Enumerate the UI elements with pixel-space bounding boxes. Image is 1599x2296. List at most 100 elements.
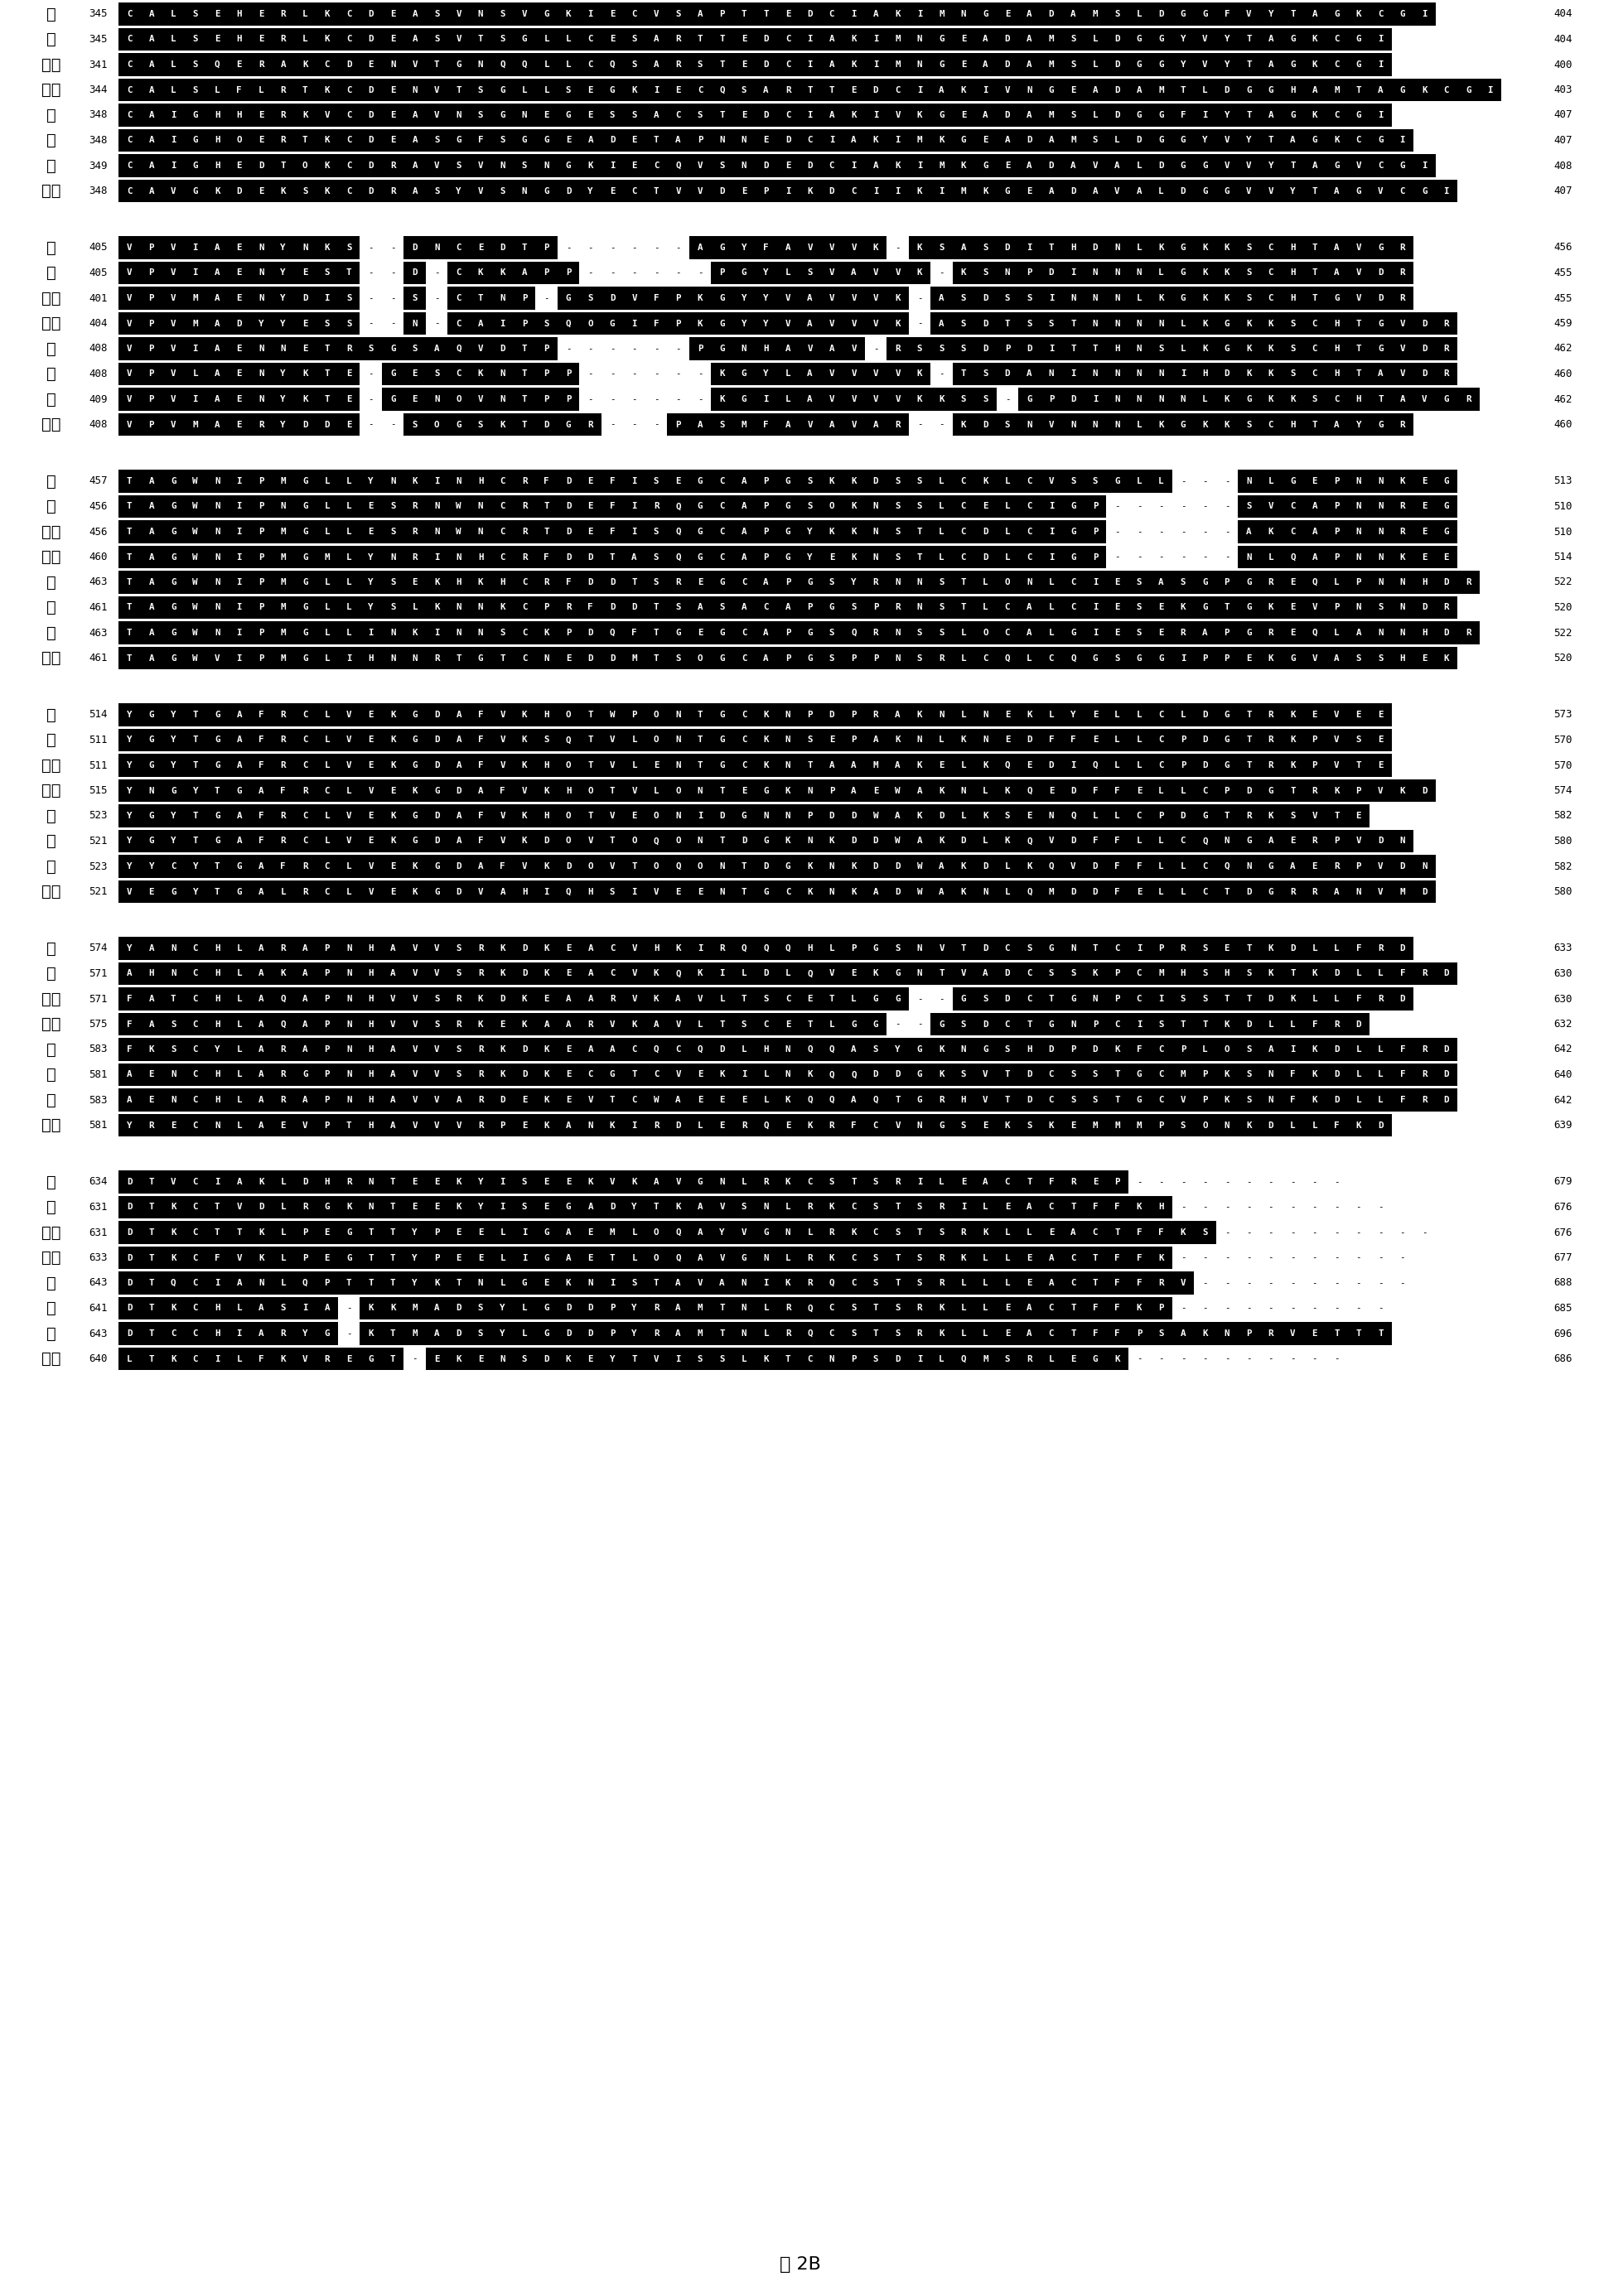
Bar: [579, 622, 601, 645]
Bar: [249, 1088, 272, 1111]
Bar: [272, 78, 294, 101]
Bar: [1238, 179, 1258, 202]
Text: G: G: [1246, 395, 1250, 404]
Bar: [1414, 179, 1434, 202]
Text: O: O: [675, 788, 681, 794]
Bar: [184, 287, 206, 310]
Text: S: S: [652, 478, 659, 484]
Bar: [184, 622, 206, 645]
Text: K: K: [851, 553, 855, 560]
Text: K: K: [828, 1203, 835, 1212]
Text: R: R: [720, 944, 724, 953]
Text: G: G: [433, 863, 440, 870]
Text: 兔: 兔: [46, 32, 56, 48]
Text: R: R: [675, 34, 681, 44]
Text: N: N: [1158, 395, 1162, 404]
Bar: [1039, 937, 1062, 960]
Text: A: A: [1356, 629, 1361, 636]
Bar: [272, 987, 294, 1010]
Bar: [1062, 338, 1084, 360]
Text: 582: 582: [1553, 810, 1572, 822]
Text: G: G: [302, 528, 307, 535]
Text: 349: 349: [90, 161, 107, 170]
Bar: [865, 53, 886, 76]
Text: I: I: [368, 629, 374, 636]
Text: R: R: [1422, 969, 1426, 978]
Bar: [229, 1038, 249, 1061]
Text: L: L: [982, 838, 988, 845]
Text: C: C: [609, 944, 614, 953]
Text: E: E: [632, 135, 636, 145]
Bar: [624, 1013, 644, 1035]
Text: E: E: [237, 395, 241, 404]
Text: -: -: [1201, 1203, 1207, 1212]
Bar: [382, 622, 403, 645]
Text: 510: 510: [1553, 526, 1572, 537]
Bar: [1105, 1196, 1127, 1219]
Bar: [1172, 854, 1193, 877]
Text: A: A: [478, 863, 483, 870]
Text: D: D: [1115, 34, 1119, 44]
Bar: [931, 1013, 951, 1035]
Bar: [536, 1221, 556, 1244]
Bar: [1039, 1221, 1062, 1244]
Bar: [249, 546, 272, 569]
Bar: [360, 1196, 382, 1219]
Bar: [272, 1272, 294, 1295]
Text: P: P: [325, 1019, 329, 1029]
Text: -: -: [916, 420, 921, 429]
Text: S: S: [521, 1178, 528, 1187]
Bar: [403, 1013, 425, 1035]
Bar: [974, 1322, 996, 1345]
Text: H: H: [214, 1019, 219, 1029]
Text: S: S: [873, 1045, 878, 1054]
Text: G: G: [171, 553, 176, 560]
Bar: [1414, 338, 1434, 360]
Bar: [556, 154, 579, 177]
Text: Y: Y: [1289, 186, 1295, 195]
Bar: [184, 987, 206, 1010]
Text: F: F: [763, 243, 768, 253]
Bar: [513, 546, 536, 569]
Bar: [865, 572, 886, 595]
Text: N: N: [1356, 528, 1361, 535]
Text: D: D: [894, 863, 900, 870]
Text: R: R: [916, 1304, 921, 1313]
Bar: [843, 1196, 865, 1219]
Bar: [556, 2, 579, 25]
Bar: [710, 1038, 732, 1061]
Text: G: G: [214, 762, 219, 769]
Text: C: C: [1070, 579, 1076, 585]
Text: -: -: [1289, 1203, 1295, 1212]
Text: O: O: [456, 395, 461, 404]
Bar: [798, 622, 820, 645]
Bar: [1369, 572, 1391, 595]
Bar: [1193, 622, 1215, 645]
Bar: [755, 262, 777, 285]
Bar: [337, 1013, 360, 1035]
Bar: [382, 728, 403, 751]
Bar: [732, 1247, 755, 1270]
Text: P: P: [1158, 1304, 1162, 1313]
Bar: [118, 1196, 141, 1219]
Bar: [1172, 363, 1193, 386]
Bar: [1039, 1063, 1062, 1086]
Text: R: R: [280, 1095, 286, 1104]
Bar: [931, 1247, 951, 1270]
Text: P: P: [609, 1329, 614, 1339]
Bar: [249, 413, 272, 436]
Text: E: E: [390, 788, 395, 794]
Bar: [317, 622, 337, 645]
Text: K: K: [916, 110, 921, 119]
Bar: [689, 962, 710, 985]
Bar: [908, 622, 931, 645]
Bar: [1105, 28, 1127, 51]
Text: G: G: [1135, 654, 1142, 661]
Text: S: S: [390, 503, 395, 510]
Bar: [1105, 937, 1127, 960]
Text: G: G: [214, 813, 219, 820]
Bar: [710, 1297, 732, 1320]
Bar: [1127, 962, 1150, 985]
Text: G: G: [413, 737, 417, 744]
Text: K: K: [1223, 395, 1230, 404]
